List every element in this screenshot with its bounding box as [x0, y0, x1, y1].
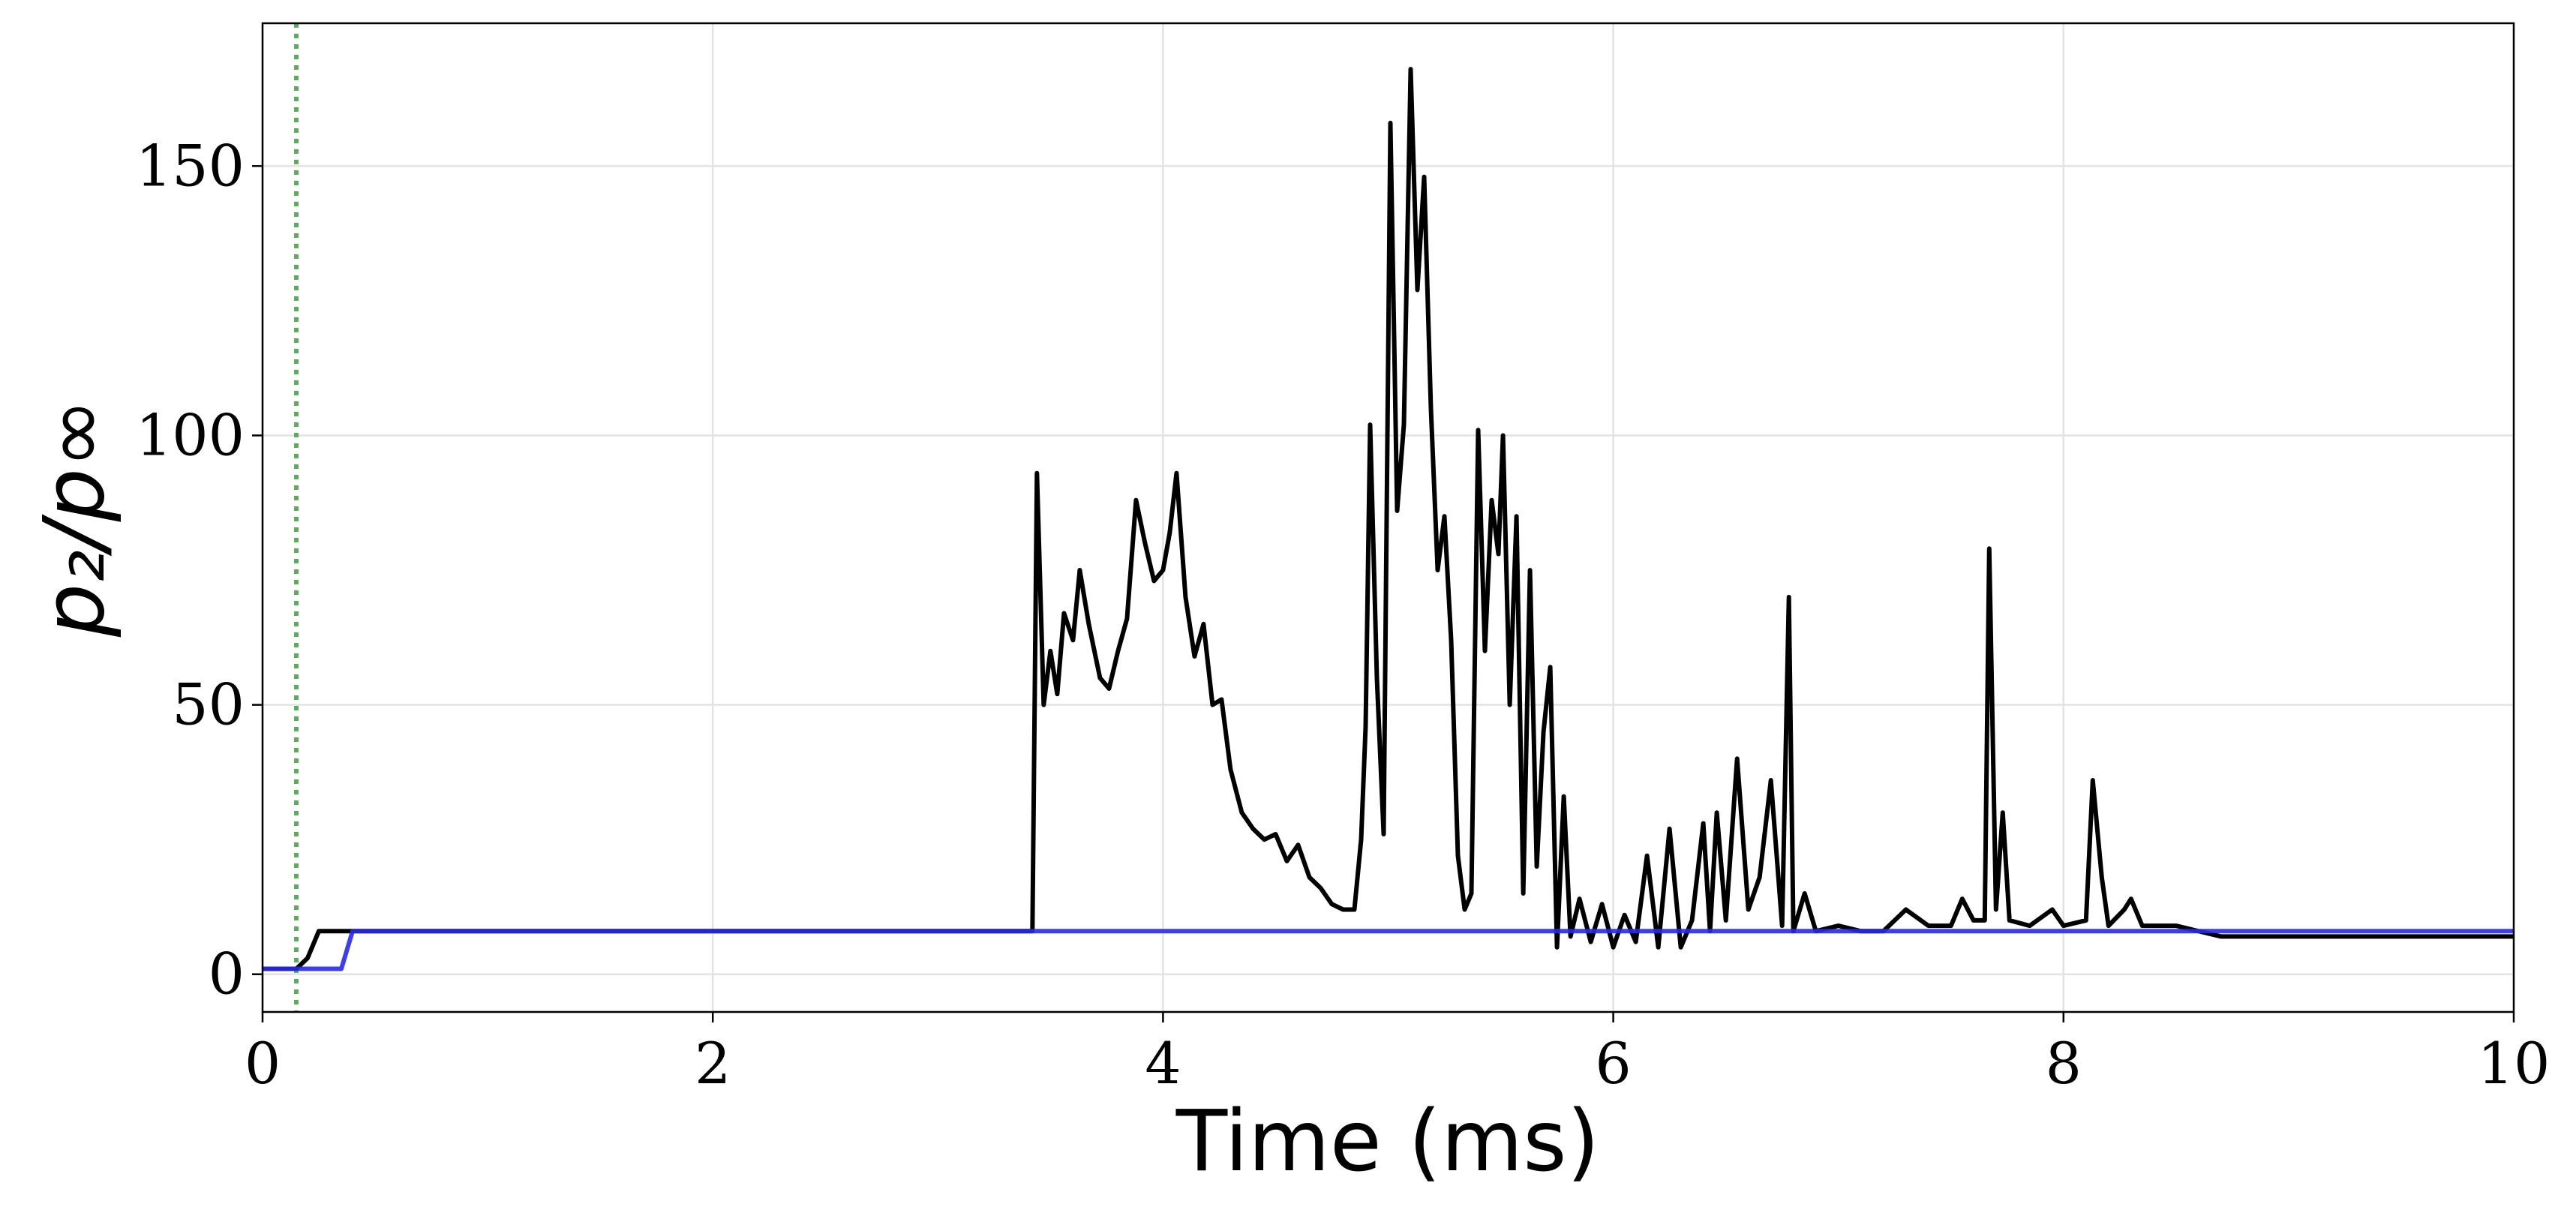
x-tick-label: 2 — [695, 1030, 731, 1097]
x-axis-label: Time (ms) — [1175, 1093, 1600, 1190]
data-line — [263, 929, 2514, 971]
y-tick-label: 150 — [136, 132, 245, 199]
x-tick-label: 8 — [2046, 1030, 2082, 1097]
y-axis-label: p₂/p∞ — [26, 398, 124, 638]
data-line — [263, 67, 2514, 971]
x-tick-label: 10 — [2478, 1030, 2550, 1097]
plot-frame — [261, 22, 2515, 1013]
y-tick-label: 50 — [172, 671, 245, 738]
x-tick-label: 0 — [245, 1030, 281, 1097]
y-tick-label: 100 — [136, 401, 245, 468]
y-tick-label: 0 — [209, 941, 245, 1007]
x-tick-label: 4 — [1145, 1030, 1181, 1097]
x-tick-label: 6 — [1595, 1030, 1631, 1097]
